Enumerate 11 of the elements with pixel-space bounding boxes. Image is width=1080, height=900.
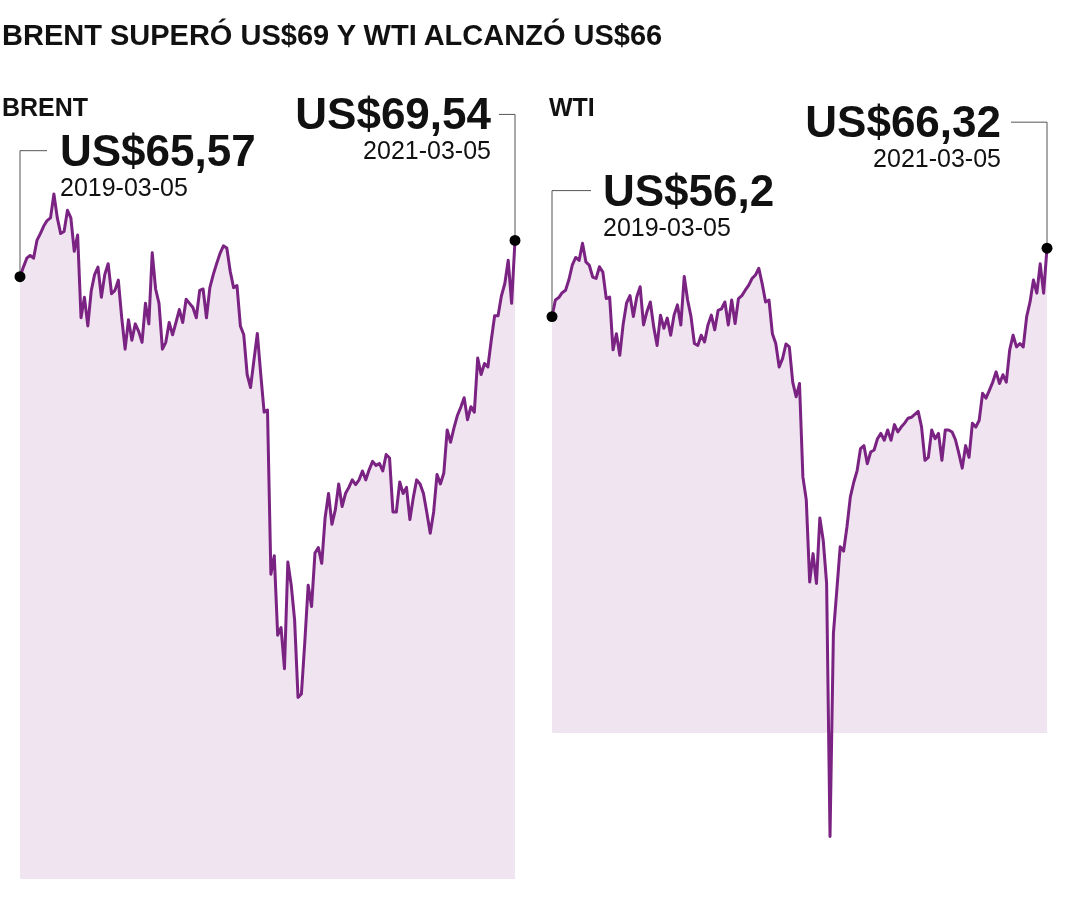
chart-subtitle: BRENT [2,93,89,121]
text: US$69,54 [295,89,492,139]
text: US$56,2 [603,165,775,215]
text: US$66,32 [805,97,1001,147]
text: US$65,57 [60,125,256,175]
annotation: 2019-03-05 [60,172,188,201]
text: 2019-03-05 [603,212,731,241]
text: 2021-03-05 [363,136,491,165]
text: 2021-03-05 [873,144,1001,173]
chart-title: BRENT SUPERÓ US$69 Y WTI ALCANZÓ US$66 [2,18,663,51]
chart-subtitle: WTI [549,93,595,121]
